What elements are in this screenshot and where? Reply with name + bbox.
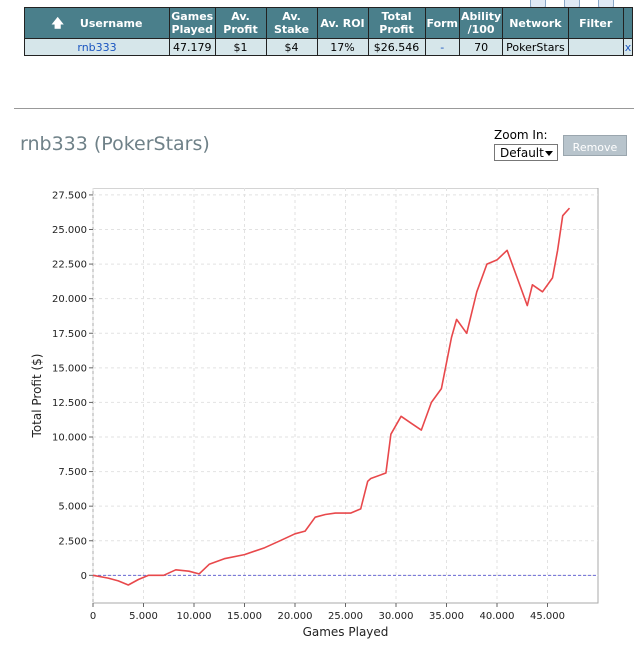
y-tick-label: 25.000 <box>52 225 87 236</box>
table-header-row: 🡅 Username Games Played Av. Profit Av. St… <box>24 7 634 39</box>
x-tick-label: 35.000 <box>429 611 464 622</box>
y-axis-label: Total Profit ($) <box>30 354 44 439</box>
username-link[interactable]: rnb333 <box>24 38 170 56</box>
y-tick-label: 22.500 <box>52 260 87 271</box>
x-tick-label: 40.000 <box>480 611 515 622</box>
total-profit-value: $26.546 <box>367 38 426 56</box>
header-games-played[interactable]: Games Played <box>169 7 216 39</box>
y-tick-label: 7.500 <box>58 467 87 478</box>
y-tick-label: 12.500 <box>52 398 87 409</box>
y-tick-label: 15.000 <box>52 363 87 374</box>
section-divider <box>14 108 634 109</box>
remove-row-x[interactable]: x <box>622 38 634 56</box>
player-stats-table: 🡅 Username Games Played Av. Profit Av. St… <box>24 7 634 56</box>
remove-button[interactable]: Remove <box>563 135 627 156</box>
header-ability[interactable]: Ability /100 <box>459 7 504 39</box>
header-spacer <box>622 7 634 39</box>
x-tick-label: 15.000 <box>227 611 262 622</box>
games-played-value: 47.179 <box>169 38 216 56</box>
y-tick-label: 5.000 <box>58 502 87 513</box>
ability-value: 70 <box>459 38 504 56</box>
x-tick-label: 20.000 <box>278 611 313 622</box>
profit-chart: 0 5.000 10.000 15.000 20.000 25.000 30.000 35.0… <box>30 188 599 639</box>
header-total-profit[interactable]: Total Profit <box>367 7 426 39</box>
player-title: rnb333 (PokerStars) <box>20 133 210 155</box>
header-username[interactable]: 🡅 Username <box>24 7 170 39</box>
header-av-stake[interactable]: Av. Stake <box>265 7 318 39</box>
y-tick-label: 2.500 <box>58 536 87 547</box>
y-tick-label: 17.500 <box>52 329 87 340</box>
y-tick-label: 20.000 <box>52 294 87 305</box>
table-row: rnb333 47.179 $1 $4 17% $26.546 - 70 Pok… <box>24 38 634 56</box>
y-tick-label: 10.000 <box>52 433 87 444</box>
header-network[interactable]: Network <box>502 7 569 39</box>
filter-value[interactable] <box>567 38 624 56</box>
x-tick-label: 45.000 <box>530 611 565 622</box>
x-tick-label: 25.000 <box>328 611 363 622</box>
y-tick-label: 0 <box>81 571 87 582</box>
x-tick-label: 30.000 <box>379 611 414 622</box>
av-roi-value: 17% <box>316 38 369 56</box>
form-value: - <box>424 38 461 56</box>
zoom-select[interactable]: Default <box>494 144 558 161</box>
zoom-label: Zoom In: <box>494 128 548 142</box>
sort-up-arrow-icon[interactable]: 🡅 <box>51 15 64 30</box>
av-stake-value: $4 <box>265 38 318 56</box>
header-filter[interactable]: Filter <box>567 7 624 39</box>
chevron-down-icon <box>545 151 553 156</box>
zoom-selected-value: Default <box>500 146 544 160</box>
x-axis-label: Games Played <box>303 625 389 639</box>
header-av-profit[interactable]: Av. Profit <box>214 7 267 39</box>
network-value: PokerStars <box>502 38 569 56</box>
header-form[interactable]: Form <box>424 7 461 39</box>
x-tick-label: 5.000 <box>129 611 158 622</box>
x-tick-label: 10.000 <box>177 611 212 622</box>
av-profit-value: $1 <box>214 38 267 56</box>
profit-series-line <box>92 207 571 586</box>
plot-area <box>92 188 599 604</box>
y-tick-label: 27.500 <box>52 190 87 201</box>
x-tick-label: 0 <box>90 611 96 622</box>
header-av-roi[interactable]: Av. ROI <box>316 7 369 39</box>
